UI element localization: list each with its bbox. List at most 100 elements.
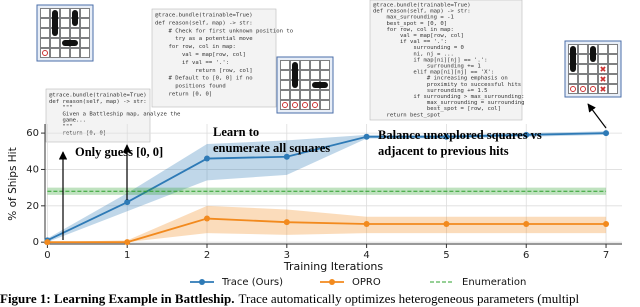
confidence-band — [47, 205, 607, 243]
legend-label: Trace (Ours) — [221, 277, 283, 288]
y-axis-title: % of Ships Hit — [7, 147, 19, 220]
board-cell — [320, 70, 330, 80]
board-cell — [598, 44, 608, 54]
x-tick-label: 1 — [124, 250, 130, 261]
board-cell — [280, 70, 290, 80]
code-line: game... — [49, 118, 86, 124]
board-cell — [80, 28, 90, 38]
board-cell — [50, 38, 60, 48]
board-cell — [310, 100, 320, 110]
board-cell — [578, 64, 588, 74]
code-line: if val == '.': — [373, 39, 447, 45]
board-cell — [608, 64, 618, 74]
board-cell — [568, 84, 578, 94]
board-cell — [290, 90, 300, 100]
code-line: best_spot = [0, 0] — [373, 21, 447, 27]
code-line: max_surrounding = surrounding — [373, 100, 525, 106]
board-cell — [568, 74, 578, 84]
ship — [52, 10, 58, 36]
hit-mark: ✖ — [600, 75, 607, 84]
board-cell — [80, 8, 90, 18]
board-cell — [310, 60, 320, 70]
code-line: if surrounding > max_surrounding: — [373, 94, 525, 100]
ship — [62, 40, 78, 46]
background-layer: ✖✖✖@trace.bundle(trainable=True)def reas… — [36, 0, 622, 143]
code-line: Given a Battleship map, analyze the — [49, 111, 181, 117]
miss-mark — [570, 86, 576, 92]
board-cell — [40, 8, 50, 18]
code-line: return best_spot — [373, 112, 440, 118]
board-cell — [608, 44, 618, 54]
plot: 0 20 40 60 0 1 2 3 4 5 6 7 Training Iterations % of S… — [7, 124, 622, 288]
board-cell — [290, 100, 300, 110]
board-cell — [588, 64, 598, 74]
point — [44, 239, 51, 246]
code-box — [369, 0, 523, 121]
code-line: surrounding += 1.5 — [373, 88, 488, 94]
ship — [292, 62, 298, 88]
board-cell — [578, 74, 588, 84]
point — [603, 130, 610, 137]
code-line: def reason(self, map) -> str: — [49, 99, 147, 105]
miss-mark — [42, 50, 48, 56]
annotation: Learn to — [213, 125, 259, 139]
code-line: best_spot = [row, col] — [373, 106, 501, 112]
code-line: val = map[row, col] — [155, 52, 246, 58]
board-icon: ✖✖✖ — [564, 40, 622, 98]
board-cell — [280, 80, 290, 90]
code-line: if val == '.': — [155, 60, 229, 66]
code-line: surrounding += 1 — [373, 64, 481, 70]
board-cell — [40, 28, 50, 38]
board-cell — [70, 48, 80, 58]
board-cell — [280, 90, 290, 100]
hit-mark: ✖ — [600, 65, 607, 74]
x-tick-label: 0 — [44, 250, 50, 261]
code-line: # Default to [0, 0] if no — [155, 76, 253, 82]
board-cell — [60, 48, 70, 58]
board-cell — [578, 84, 588, 94]
y-tick-label: 40 — [26, 164, 39, 175]
x-tick-label: 5 — [443, 250, 449, 261]
code-box — [151, 8, 277, 108]
ship — [72, 10, 78, 26]
code-line: if map[ni][nj] == '.': — [373, 57, 488, 63]
board-cell — [40, 18, 50, 28]
board-cell — [588, 74, 598, 84]
point — [443, 221, 450, 227]
point — [603, 221, 610, 227]
annotation: Balance unexplored squares vs — [378, 128, 542, 142]
board-cell — [578, 44, 588, 54]
code-line: # increasing emphasis on — [373, 76, 508, 82]
board-cell — [598, 74, 608, 84]
miss-mark — [312, 102, 318, 108]
annotation-arrow — [587, 103, 607, 129]
x-tick-label: 4 — [363, 250, 369, 261]
code-line: @trace.bundle(trainable=True) — [155, 13, 253, 19]
series-line — [47, 217, 607, 244]
point — [204, 215, 211, 222]
miss-mark — [282, 102, 288, 108]
point — [523, 131, 530, 138]
code-line: """ — [49, 124, 73, 130]
point — [283, 219, 290, 226]
code-line: def reason(self, map) -> str: — [155, 20, 253, 26]
legend-marker — [329, 279, 335, 285]
board-cell — [598, 54, 608, 64]
board-cell — [300, 60, 310, 70]
code-line: @trace.bundle(trainable=True) — [373, 3, 471, 9]
board-cell — [80, 48, 90, 58]
board-cell — [60, 18, 70, 28]
y-tick-label: 60 — [26, 128, 39, 139]
board-cell — [280, 100, 290, 110]
board-cell — [310, 70, 320, 80]
board-cell — [588, 84, 598, 94]
board-cell — [80, 18, 90, 28]
code-line: # Check for first unknown position to — [155, 28, 293, 34]
point — [204, 155, 211, 162]
legend-label: Enumeration — [462, 277, 526, 288]
board-cell — [598, 64, 608, 74]
miss-mark — [590, 86, 596, 92]
annotation: adjacent to previous hits — [378, 144, 509, 158]
board-cell — [300, 90, 310, 100]
